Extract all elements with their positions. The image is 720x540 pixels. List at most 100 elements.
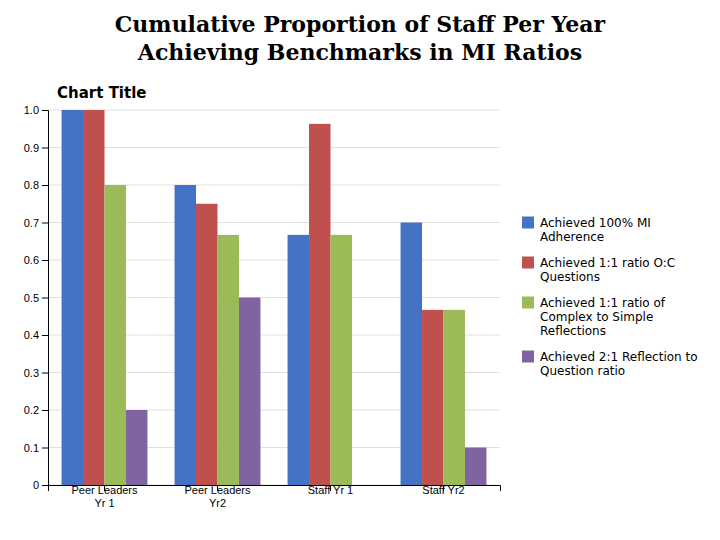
x-tick-label: Staff Yr2	[422, 484, 464, 496]
legend-label: Achieved 100% MIAdherence	[540, 216, 651, 244]
bar	[444, 310, 465, 485]
y-tick: 0.1	[24, 442, 48, 454]
y-tick-label: 0.9	[24, 142, 39, 154]
bar	[401, 223, 422, 486]
y-tick: 0.9	[24, 142, 48, 154]
legend-entry: Achieved 100% MIAdherence	[522, 216, 651, 244]
y-axis-line	[42, 111, 49, 486]
bar	[465, 448, 486, 486]
y-axis: 0 0.1 0.2 0.3 0.4 0.5 0.6 0.7 0.8 0.9 1.0	[24, 104, 49, 491]
bar	[218, 235, 239, 485]
bar	[239, 298, 260, 486]
legend-label: Achieved 1:1 ratio O:CQuestions	[540, 256, 675, 284]
y-tick: 0.3	[24, 367, 48, 379]
legend-entry: Achieved 2:1 Reflection toQuestion ratio	[522, 350, 698, 378]
legend-swatch	[522, 257, 534, 269]
subtitle: Chart Title	[57, 84, 146, 102]
legend-swatch	[522, 351, 534, 363]
y-tick-mark	[42, 223, 48, 224]
text-line: Yr 1	[94, 497, 114, 509]
legend: Achieved 100% MIAdherence Achieved 1:1 ra…	[522, 216, 698, 378]
bar	[331, 235, 352, 485]
x-tick-label: Peer LeadersYr 1	[71, 484, 138, 509]
text-line: Achieved 1:1 ratio O:C	[540, 256, 675, 270]
x-tick: Peer LeadersYr2	[184, 484, 251, 509]
text-line: Complex to Simple	[540, 310, 653, 324]
text-line: Achieved 1:1 ratio of	[540, 296, 666, 310]
text-line: Peer Leaders	[184, 484, 251, 496]
y-tick-label: 0.2	[24, 404, 39, 416]
y-tick: 0.5	[24, 292, 48, 304]
legend-label: Achieved 1:1 ratio ofComplex to SimpleRe…	[540, 296, 666, 338]
y-tick-mark	[42, 148, 48, 149]
x-tick-label: Staff Yr 1	[308, 484, 353, 496]
series	[83, 110, 443, 485]
legend-swatch	[522, 297, 534, 309]
series	[126, 298, 486, 486]
plot: Chart Title 0 0.1 0.2 0.3 0.4 0.5 0.6 0.7 0.8 0.9 1…	[24, 84, 501, 509]
y-tick-label: 0.4	[24, 329, 39, 341]
text-line: Staff Yr2	[422, 484, 464, 496]
y-tick-label: 0.7	[24, 217, 39, 229]
x-tick: Peer LeadersYr 1	[71, 484, 138, 509]
series	[62, 110, 422, 485]
y-tick-mark	[42, 298, 48, 299]
y-tick-mark	[42, 260, 48, 261]
y-tick-label: 0.5	[24, 292, 39, 304]
y-tick: 0.4	[24, 329, 48, 341]
text-line: Adherence	[540, 230, 604, 244]
legend-label: Achieved 2:1 Reflection toQuestion ratio	[540, 350, 698, 378]
bar	[83, 110, 104, 485]
legend-swatch	[522, 217, 534, 229]
legend-entry: Achieved 1:1 ratio ofComplex to SimpleRe…	[522, 296, 666, 338]
y-tick: 0	[33, 479, 48, 491]
x-tick: Staff Yr 1	[308, 484, 353, 496]
y-tick: 0.7	[24, 217, 48, 229]
bar	[175, 185, 196, 485]
y-tick-label: 0.3	[24, 367, 39, 379]
y-tick-label: 0.1	[24, 442, 39, 454]
y-tick: 0.2	[24, 404, 48, 416]
x-tick-label: Peer LeadersYr2	[184, 484, 251, 509]
text-line: Achieved 100% MI	[540, 216, 651, 230]
bar	[288, 235, 309, 485]
bar	[62, 110, 83, 485]
text-line: Cumulative Proportion of Staff Per Year	[115, 11, 606, 37]
y-tick-label: 0.6	[24, 254, 39, 266]
y-tick-mark	[42, 485, 48, 486]
text-line: Yr2	[209, 497, 226, 509]
grid-line	[48, 147, 500, 148]
series	[105, 185, 465, 485]
y-tick: 0.6	[24, 254, 48, 266]
y-tick-label: 1.0	[24, 104, 39, 116]
grid-line	[48, 110, 500, 111]
y-tick-mark	[42, 335, 48, 336]
text-line: Questions	[540, 270, 600, 284]
bar	[105, 185, 126, 485]
text-line: Peer Leaders	[71, 484, 138, 496]
y-tick-mark	[42, 185, 48, 186]
text-line: Question ratio	[540, 364, 625, 378]
bar	[196, 204, 217, 485]
y-tick-label: 0.8	[24, 179, 39, 191]
text-line: Staff Yr 1	[308, 484, 353, 496]
title: Cumulative Proportion of Staff Per YearA…	[115, 11, 606, 65]
bars	[62, 110, 487, 485]
text-line: Reflections	[540, 324, 606, 338]
bar	[309, 124, 330, 485]
y-tick-mark	[42, 373, 48, 374]
chart: Cumulative Proportion of Staff Per YearA…	[0, 0, 720, 540]
y-tick-mark	[42, 448, 48, 449]
x-axis: Peer LeadersYr 1Peer LeadersYr2Staff Yr …	[49, 484, 501, 509]
y-tick: 0.8	[24, 179, 48, 191]
text-line: Achieving Benchmarks in MI Ratios	[137, 39, 582, 65]
y-tick-label: 0	[33, 479, 39, 491]
y-tick-mark	[42, 110, 48, 111]
legend-entry: Achieved 1:1 ratio O:CQuestions	[522, 256, 675, 284]
text-line: Achieved 2:1 Reflection to	[540, 350, 698, 364]
bar	[352, 485, 373, 486]
bar	[126, 410, 147, 485]
y-tick: 1.0	[24, 104, 48, 116]
y-tick-mark	[42, 410, 48, 411]
x-tick: Staff Yr2	[422, 484, 464, 496]
